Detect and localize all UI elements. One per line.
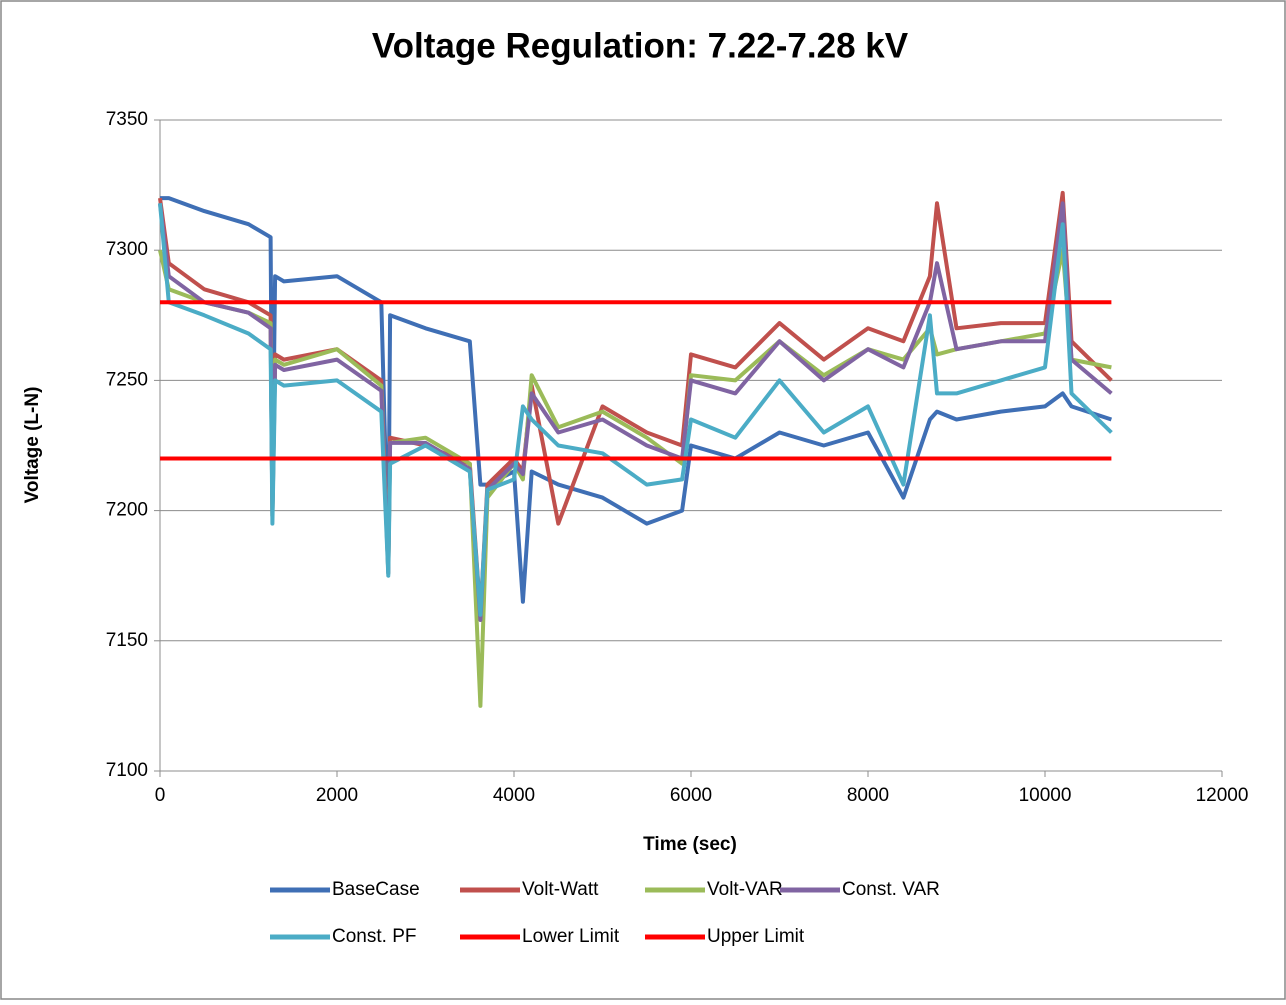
legend-label: BaseCase xyxy=(332,879,420,900)
series-line xyxy=(158,248,1112,708)
x-axis-label: Time (sec) xyxy=(643,834,737,855)
x-tick-label: 12000 xyxy=(1196,785,1249,806)
x-tick-label: 10000 xyxy=(1019,785,1072,806)
y-axis-label: Voltage (L-N) xyxy=(22,387,43,504)
x-tick-label: 2000 xyxy=(316,785,358,806)
y-tick-label: 7150 xyxy=(106,630,148,651)
legend-label: Lower Limit xyxy=(522,926,620,947)
x-tick-label: 0 xyxy=(155,785,166,806)
y-tick-label: 7200 xyxy=(106,500,148,521)
y-tick-label: 7300 xyxy=(106,239,148,260)
x-tick-label: 6000 xyxy=(670,785,712,806)
y-tick-label: 7100 xyxy=(106,760,148,781)
y-tick-label: 7350 xyxy=(106,109,148,130)
series-line xyxy=(158,201,1113,622)
legend-label: Volt-Watt xyxy=(522,879,599,900)
legend-label: Const. VAR xyxy=(842,879,940,900)
legend-label: Volt-VAR xyxy=(707,879,783,900)
x-tick-label: 4000 xyxy=(493,785,535,806)
y-tick-label: 7250 xyxy=(106,369,148,390)
series-line xyxy=(158,203,1113,617)
x-tick-label: 8000 xyxy=(847,785,889,806)
series-line xyxy=(160,196,1113,604)
legend-label: Const. PF xyxy=(332,926,416,947)
legend-label: Upper Limit xyxy=(707,926,805,947)
chart-title: Voltage Regulation: 7.22-7.28 kV xyxy=(372,26,909,65)
